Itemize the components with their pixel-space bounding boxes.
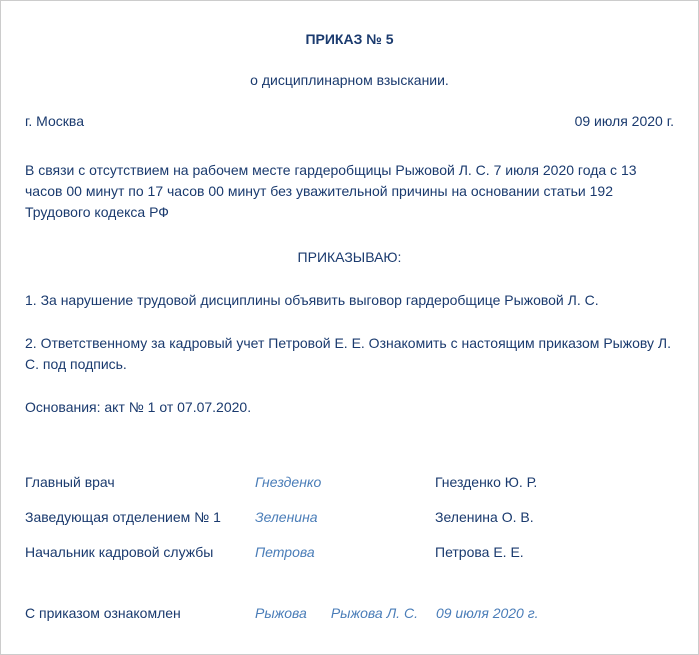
signature-sign: Зеленина xyxy=(255,507,435,528)
item-1: 1. За нарушение трудовой дисциплины объя… xyxy=(25,290,674,311)
signature-row: Заведующая отделением № 1 Зеленина Зелен… xyxy=(25,507,674,528)
body-text: В связи с отсутствием на рабочем месте г… xyxy=(25,160,674,223)
acknowledgment-date: 09 июля 2020 г. xyxy=(436,603,539,624)
acknowledgment-row: С приказом ознакомлен Рыжова Рыжова Л. С… xyxy=(25,603,674,624)
acknowledgment-label: С приказом ознакомлен xyxy=(25,603,255,624)
location: г. Москва xyxy=(25,111,84,132)
location-date-row: г. Москва 09 июля 2020 г. xyxy=(25,111,674,132)
order-title: ПРИКАЗ № 5 xyxy=(25,29,674,50)
date: 09 июля 2020 г. xyxy=(575,111,674,132)
basis: Основания: акт № 1 от 07.07.2020. xyxy=(25,397,674,418)
command-title: ПРИКАЗЫВАЮ: xyxy=(25,247,674,268)
signature-row: Начальник кадровой службы Петрова Петров… xyxy=(25,542,674,563)
signature-name: Петрова Е. Е. xyxy=(435,542,674,563)
acknowledgment-name: Рыжова Л. С. xyxy=(331,603,418,624)
signatures-block: Главный врач Гнезденко Гнезденко Ю. Р. З… xyxy=(25,472,674,563)
signature-position: Главный врач xyxy=(25,472,255,493)
signature-position: Заведующая отделением № 1 xyxy=(25,507,255,528)
signature-name: Зеленина О. В. xyxy=(435,507,674,528)
signature-row: Главный врач Гнезденко Гнезденко Ю. Р. xyxy=(25,472,674,493)
acknowledgment-signature: Рыжова xyxy=(255,603,307,624)
signature-name: Гнезденко Ю. Р. xyxy=(435,472,674,493)
signature-sign: Гнезденко xyxy=(255,472,435,493)
item-2: 2. Ответственному за кадровый учет Петро… xyxy=(25,333,674,375)
signature-sign: Петрова xyxy=(255,542,435,563)
signature-position: Начальник кадровой службы xyxy=(25,542,255,563)
order-subtitle: о дисциплинарном взыскании. xyxy=(25,70,674,91)
